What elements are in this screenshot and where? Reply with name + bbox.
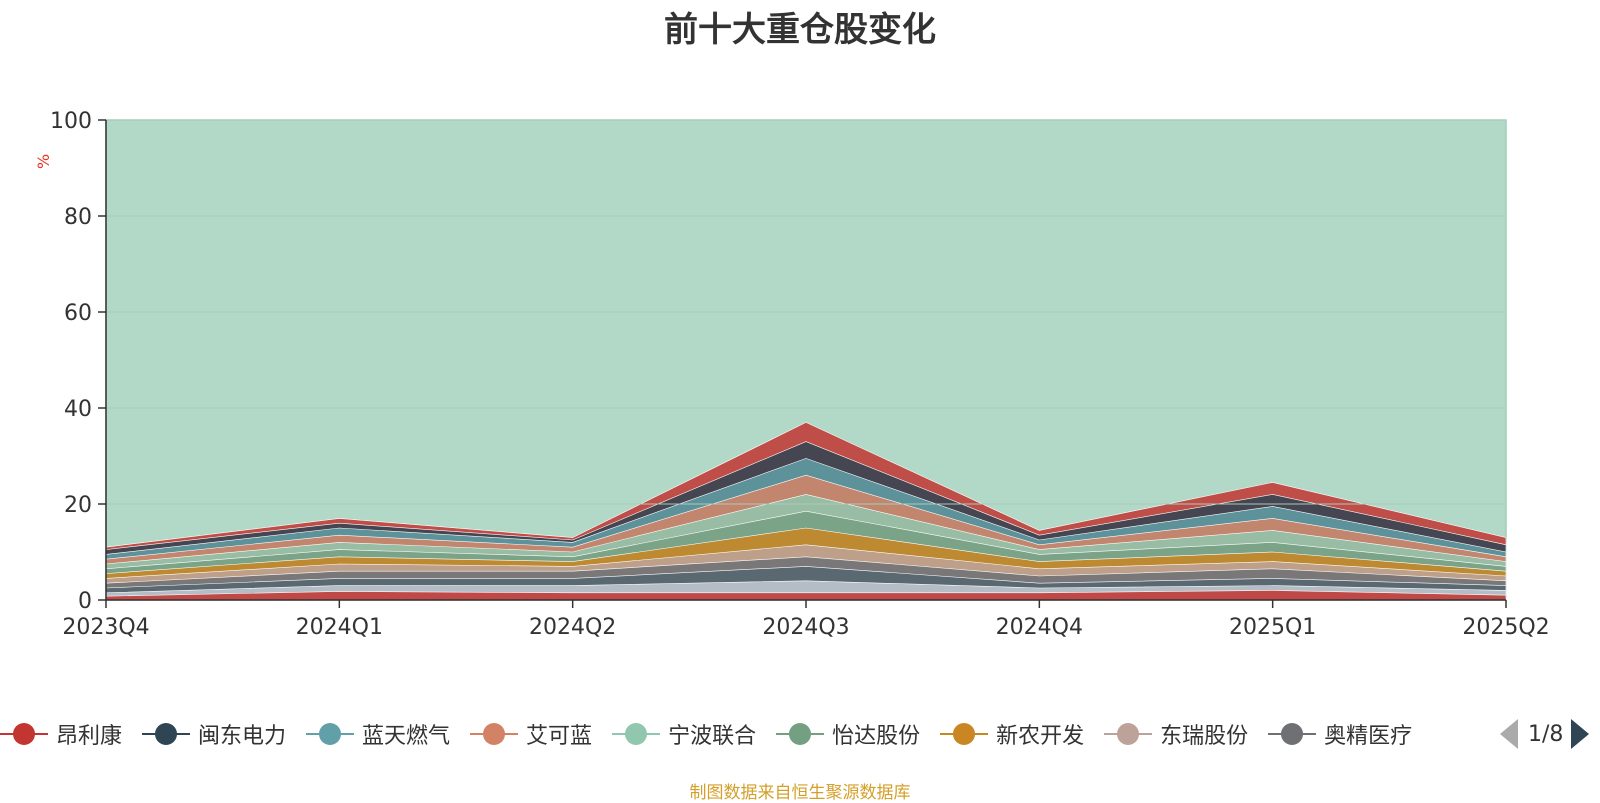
legend-item[interactable]: 怡达股份 [776, 718, 920, 750]
y-tick-label: 40 [64, 397, 92, 422]
y-tick-label: 20 [64, 493, 92, 518]
x-tick-label: 2025Q1 [1229, 615, 1316, 640]
legend-label: 昂利康 [56, 724, 123, 749]
y-tick-label: 60 [64, 301, 92, 326]
y-tick-labels: 0 20 40 60 80 100 [50, 109, 92, 614]
legend-label: 闽东电力 [198, 724, 287, 749]
x-tick-label: 2024Q3 [762, 615, 849, 640]
series-area-12 [105, 590, 1507, 601]
legend-item[interactable]: 艾可蓝 [470, 718, 592, 750]
legend-item[interactable]: 昂利康 [0, 718, 122, 750]
x-tick-label: 2024Q1 [296, 615, 383, 640]
legend-marker-icon [0, 722, 48, 746]
legend-prev-page-button[interactable] [1500, 719, 1518, 749]
legend-marker-icon [1104, 722, 1153, 746]
legend-label: 奥精医疗 [1324, 724, 1413, 749]
legend-label: 东瑞股份 [1160, 724, 1249, 749]
legend-item[interactable]: 蓝天燃气 [306, 718, 450, 750]
source-note: 制图数据来自恒生聚源数据库 [689, 783, 911, 803]
chart-title: 前十大重仓股变化 [664, 10, 936, 50]
legend-viewport: 昂利康 闽东电力 蓝天燃气 艾可蓝 宁波联合 怡达股份 新农开发 东瑞股份 奥精医疗 [0, 714, 1480, 754]
legend-page-indicator: 1/8 [1528, 721, 1564, 747]
y-axis-unit: % [34, 153, 54, 170]
legend-marker-icon [1268, 722, 1317, 746]
y-tick-label: 80 [64, 205, 92, 230]
legend-pager: 1/8 [1500, 716, 1590, 752]
x-tick-label: 2023Q4 [62, 615, 149, 640]
legend: 昂利康 闽东电力 蓝天燃气 艾可蓝 宁波联合 怡达股份 新农开发 东瑞股份 奥精医疗 [0, 714, 1432, 754]
legend-next-page-button[interactable] [1571, 719, 1590, 749]
legend-marker-icon [940, 722, 989, 746]
y-tick-label: 0 [78, 589, 92, 614]
legend-marker-icon [142, 722, 191, 746]
plot-areas [105, 119, 1507, 601]
axes [98, 119, 1507, 608]
legend-item[interactable]: 闽东电力 [142, 718, 286, 750]
legend-label: 艾可蓝 [526, 724, 593, 749]
legend-label: 新农开发 [996, 724, 1085, 749]
y-tick-label: 100 [50, 109, 92, 134]
legend-marker-icon [612, 722, 661, 746]
legend-label: 宁波联合 [668, 724, 757, 749]
legend-marker-icon [306, 722, 355, 746]
x-tick-label: 2024Q2 [529, 615, 616, 640]
x-tick-label: 2024Q4 [996, 615, 1083, 640]
legend-label: 蓝天燃气 [362, 724, 451, 749]
legend-item[interactable]: 奥精医疗 [1268, 718, 1412, 750]
legend-marker-icon [470, 722, 519, 746]
legend-item[interactable]: 新农开发 [940, 718, 1084, 750]
legend-item[interactable]: 宁波联合 [612, 718, 756, 750]
x-tick-labels: 2023Q4 2024Q1 2024Q2 2024Q3 2024Q4 2025Q1 2025… [62, 615, 1549, 640]
legend-label: 怡达股份 [832, 724, 921, 749]
grid-lines [106, 119, 1506, 505]
legend-item[interactable]: 东瑞股份 [1104, 718, 1248, 750]
legend-marker-icon [776, 722, 825, 746]
x-tick-label: 2025Q2 [1462, 615, 1549, 640]
